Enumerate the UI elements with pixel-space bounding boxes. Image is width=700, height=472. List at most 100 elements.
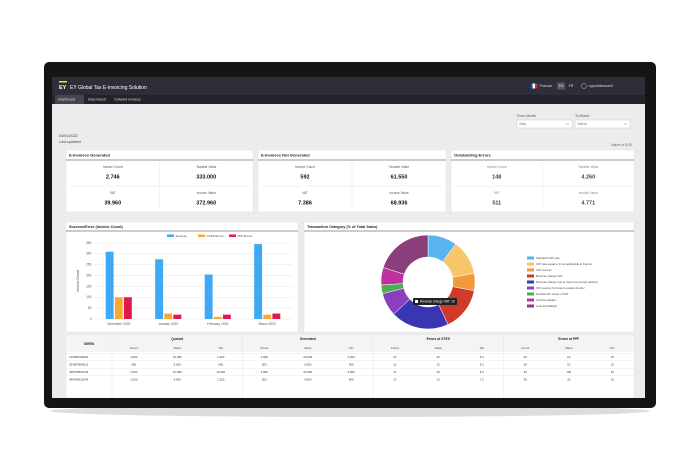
nav-tab[interactable]: Outward invoices xyxy=(114,97,141,101)
table-cell: 1,200 xyxy=(217,355,225,359)
metric-label: Invoice Value xyxy=(389,191,408,195)
legend-swatch xyxy=(527,286,534,290)
metric-value: 4.771 xyxy=(581,200,595,206)
filter-label: From Month xyxy=(517,114,536,118)
legend-label: VAT rate equal to 0 not applicable in Fr… xyxy=(536,262,592,266)
x-tick-label: January 2023 xyxy=(158,322,178,326)
metric-value: 61.550 xyxy=(391,174,408,180)
tab-bar xyxy=(52,95,645,104)
bar xyxy=(114,297,123,319)
filter-select[interactable] xyxy=(516,119,573,129)
legend-swatch xyxy=(527,280,534,284)
nav-tab[interactable]: Dashboard xyxy=(58,97,75,101)
select-chevron xyxy=(623,122,628,125)
table-cell: 12 xyxy=(567,355,571,359)
y-tick-label: 50 xyxy=(88,306,92,310)
y-tick-label: 350 xyxy=(86,241,92,245)
metric-label: Invoice Value xyxy=(197,191,216,195)
bar xyxy=(222,314,231,319)
table-cell: 32 xyxy=(524,370,528,374)
table-sub-header: Count xyxy=(260,346,268,350)
table-cell: 1,000 xyxy=(261,355,269,359)
brand-logo: EY xyxy=(59,85,67,91)
metric-label: VAT xyxy=(302,191,308,195)
metric-value: 148 xyxy=(492,174,501,180)
filter-value[interactable]: March xyxy=(578,122,588,126)
table-cell: 30 xyxy=(524,377,528,381)
table-cell: 2,000 xyxy=(261,370,269,374)
table-sub-header: Tax xyxy=(479,346,484,350)
table-cell: 600 xyxy=(218,362,223,366)
currency-note: Values in EUR xyxy=(611,143,633,147)
table-cell: 1,000 xyxy=(130,377,138,381)
table-sub-header: Tax xyxy=(610,346,615,350)
card-title: E-Invoices Generated xyxy=(69,153,110,158)
table-cell: 1,000 xyxy=(130,355,138,359)
metric-value: 4.260 xyxy=(581,174,595,180)
country-name[interactable]: France xyxy=(540,83,553,88)
bar xyxy=(254,244,263,319)
tab-active xyxy=(55,95,84,104)
table-cell: 12,000 xyxy=(173,370,182,374)
table-cell: 12,000 xyxy=(216,370,225,374)
metric-value: 2.746 xyxy=(106,174,120,180)
table-cell: 2,000 xyxy=(348,355,356,359)
legend-swatch xyxy=(527,298,534,302)
metric-label: Invoice Count xyxy=(103,165,123,169)
language-option[interactable]: EN xyxy=(559,84,564,88)
filter-label: To Month xyxy=(575,114,589,118)
metric-label: Invoice Count xyxy=(487,165,507,169)
table-sub-header: Value xyxy=(565,346,573,350)
table-sub-header: Value xyxy=(435,346,443,350)
table-cell: 10 xyxy=(393,355,397,359)
y-axis-label: Invoice Count xyxy=(76,270,80,291)
table-cell: 1,000 xyxy=(130,370,138,374)
table-cell: 234567890012 xyxy=(69,362,89,366)
metric-label: Taxable Value xyxy=(389,165,409,169)
table-cell: 500 xyxy=(262,362,267,366)
metric-value: 39.960 xyxy=(104,200,121,206)
table-cell: 30 xyxy=(524,362,528,366)
metric-label: VAT xyxy=(494,191,500,195)
legend-swatch xyxy=(527,256,534,260)
flag-stripe xyxy=(530,83,533,89)
bar xyxy=(164,313,173,319)
table-cell: 11 xyxy=(393,370,396,374)
last-updated-label: Last updated xyxy=(59,140,82,144)
table-group-header: Errors at PPF xyxy=(558,337,579,341)
app-title: EY Global Tax E-invoicing Solution xyxy=(70,85,147,91)
bar xyxy=(272,313,281,319)
table-cell: 345678901023 xyxy=(69,370,89,374)
table-cell: 400 xyxy=(349,377,354,381)
y-tick-label: 300 xyxy=(86,252,92,256)
legend-label: Corsica islands xyxy=(536,298,556,302)
legend-label: Reverse charge VAT xyxy=(536,274,563,278)
user-name[interactable]: opportalsuser2 xyxy=(589,84,614,88)
table-cell: 10 xyxy=(611,355,615,359)
chart-title: Success/Error (Invoice Count) xyxy=(69,225,124,229)
table-header-cell: SIREN xyxy=(84,342,95,346)
metric-value: 592 xyxy=(300,174,309,180)
table-cell: 21 xyxy=(437,377,441,381)
table-cell: 10 xyxy=(611,362,615,366)
metric-label: VAT xyxy=(110,191,116,195)
tooltip-text: Reverse charge VAT: 15 xyxy=(420,299,455,303)
table-cell: 1,200 xyxy=(217,377,225,381)
filter-select[interactable] xyxy=(574,119,631,129)
bar xyxy=(155,259,164,319)
legend-swatch xyxy=(527,262,534,266)
y-tick-label: 0 xyxy=(90,317,92,321)
table-cell: 700 xyxy=(566,370,571,374)
nav-tab[interactable]: Data import xyxy=(88,97,106,101)
filter-value[interactable]: May xyxy=(520,122,527,126)
card-title: E-Invoices Not Generated xyxy=(261,153,310,158)
table-cell: 22 xyxy=(437,370,441,374)
bar xyxy=(263,314,272,319)
language-active xyxy=(557,82,565,90)
table-cell: 22,000 xyxy=(303,370,312,374)
language-option[interactable]: FR xyxy=(569,84,574,88)
table-cell: 22 xyxy=(567,362,571,366)
table-cell: 300 xyxy=(262,377,267,381)
x-tick-label: March 2023 xyxy=(259,322,276,326)
metric-label: Invoice Count xyxy=(295,165,315,169)
